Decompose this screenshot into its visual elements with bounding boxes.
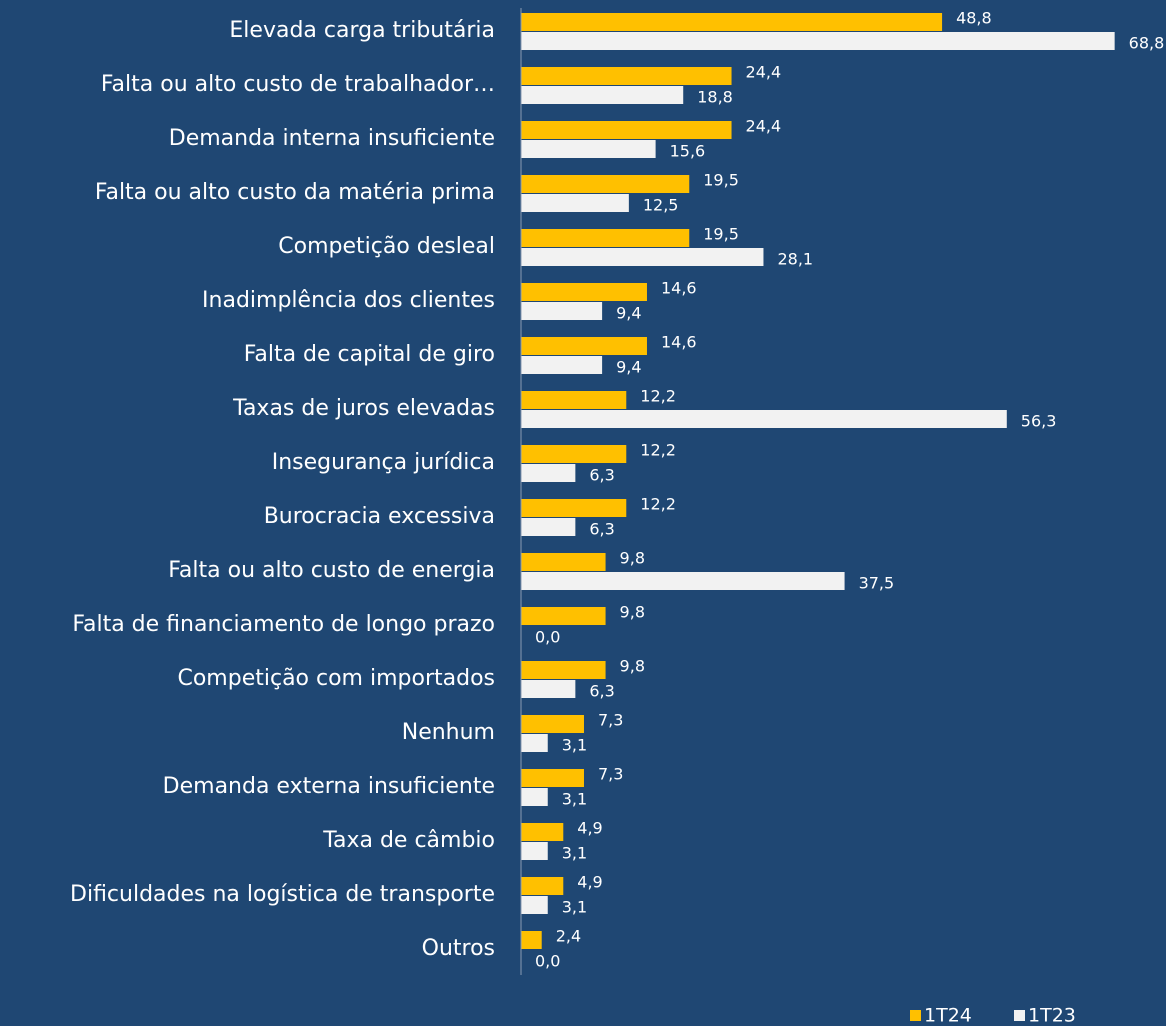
bar [521,553,606,571]
bar [521,121,732,139]
legend-label: 1T24 [924,1005,972,1026]
bar [521,715,584,733]
bar [521,572,845,590]
category-label: Competição com importados [177,666,495,691]
value-label: 19,5 [703,225,739,244]
bar [521,283,647,301]
value-label: 6,3 [589,520,614,539]
category-label: Demanda externa insuficiente [163,774,495,799]
category-label: Outros [422,936,495,961]
category-label: Falta ou alto custo de energia [168,558,495,583]
value-label: 4,9 [577,873,602,892]
bar [521,391,627,409]
category-label: Taxa de câmbio [322,828,495,853]
value-label: 12,2 [640,441,676,460]
value-label: 2,4 [556,927,581,946]
category-label: Falta de financiamento de longo prazo [72,612,495,637]
category-label: Falta ou alto custo da matéria prima [95,180,495,205]
value-label: 28,1 [777,250,813,269]
bar [521,877,564,895]
legend-swatch [1014,1010,1025,1021]
bar [521,302,603,320]
bar [521,337,647,355]
category-label: Nenhum [402,720,495,745]
value-label: 9,8 [620,657,645,676]
bar [521,86,684,104]
value-label: 3,1 [562,898,587,917]
bar [521,661,606,679]
value-label: 14,6 [661,279,697,298]
category-label: Falta de capital de giro [244,342,495,367]
category-label: Competição desleal [278,234,495,259]
value-label: 7,3 [598,711,623,730]
bar [521,896,548,914]
category-label: Burocracia excessiva [264,504,495,529]
value-label: 37,5 [859,574,895,593]
value-label: 24,4 [746,117,782,136]
value-label: 3,1 [562,844,587,863]
value-label: 4,9 [577,819,602,838]
bar [521,356,603,374]
value-label: 3,1 [562,790,587,809]
value-label: 12,2 [640,387,676,406]
value-label: 56,3 [1021,412,1057,431]
bar [521,248,764,266]
value-label: 68,8 [1129,34,1165,53]
bar [521,445,627,463]
value-label: 9,8 [620,603,645,622]
category-label: Demanda interna insuficiente [169,126,495,151]
category-label: Taxas de juros elevadas [232,396,495,421]
bar [521,680,576,698]
value-label: 6,3 [589,682,614,701]
bar [521,842,548,860]
value-label: 15,6 [670,142,706,161]
category-label: Elevada carga tributária [229,18,495,43]
value-label: 12,2 [640,495,676,514]
value-label: 14,6 [661,333,697,352]
value-label: 0,0 [535,952,560,971]
bar [521,464,576,482]
bar [521,518,576,536]
value-label: 7,3 [598,765,623,784]
category-label: Dificuldades na logística de transporte [70,882,495,907]
bar [521,607,606,625]
bar [521,140,656,158]
value-label: 3,1 [562,736,587,755]
value-label: 19,5 [703,171,739,190]
bar [521,499,627,517]
bar [521,194,629,212]
value-label: 18,8 [697,88,733,107]
bar [521,229,690,247]
bar [521,823,564,841]
bar [521,175,690,193]
value-label: 24,4 [746,63,782,82]
value-label: 9,4 [616,304,641,323]
category-label: Falta ou alto custo de trabalhador… [101,72,495,97]
bar [521,13,943,31]
bar [521,32,1115,50]
category-label: Inadimplência dos clientes [202,288,495,313]
bar [521,410,1007,428]
bar [521,67,732,85]
legend-label: 1T23 [1028,1005,1076,1026]
value-label: 12,5 [643,196,679,215]
value-label: 6,3 [589,466,614,485]
bar [521,931,542,949]
bar [521,769,584,787]
value-label: 0,0 [535,628,560,647]
legend-swatch [910,1010,921,1021]
value-label: 9,4 [616,358,641,377]
bar [521,788,548,806]
bar [521,734,548,752]
value-label: 9,8 [620,549,645,568]
category-label: Insegurança jurídica [272,450,495,475]
value-label: 48,8 [956,9,992,28]
